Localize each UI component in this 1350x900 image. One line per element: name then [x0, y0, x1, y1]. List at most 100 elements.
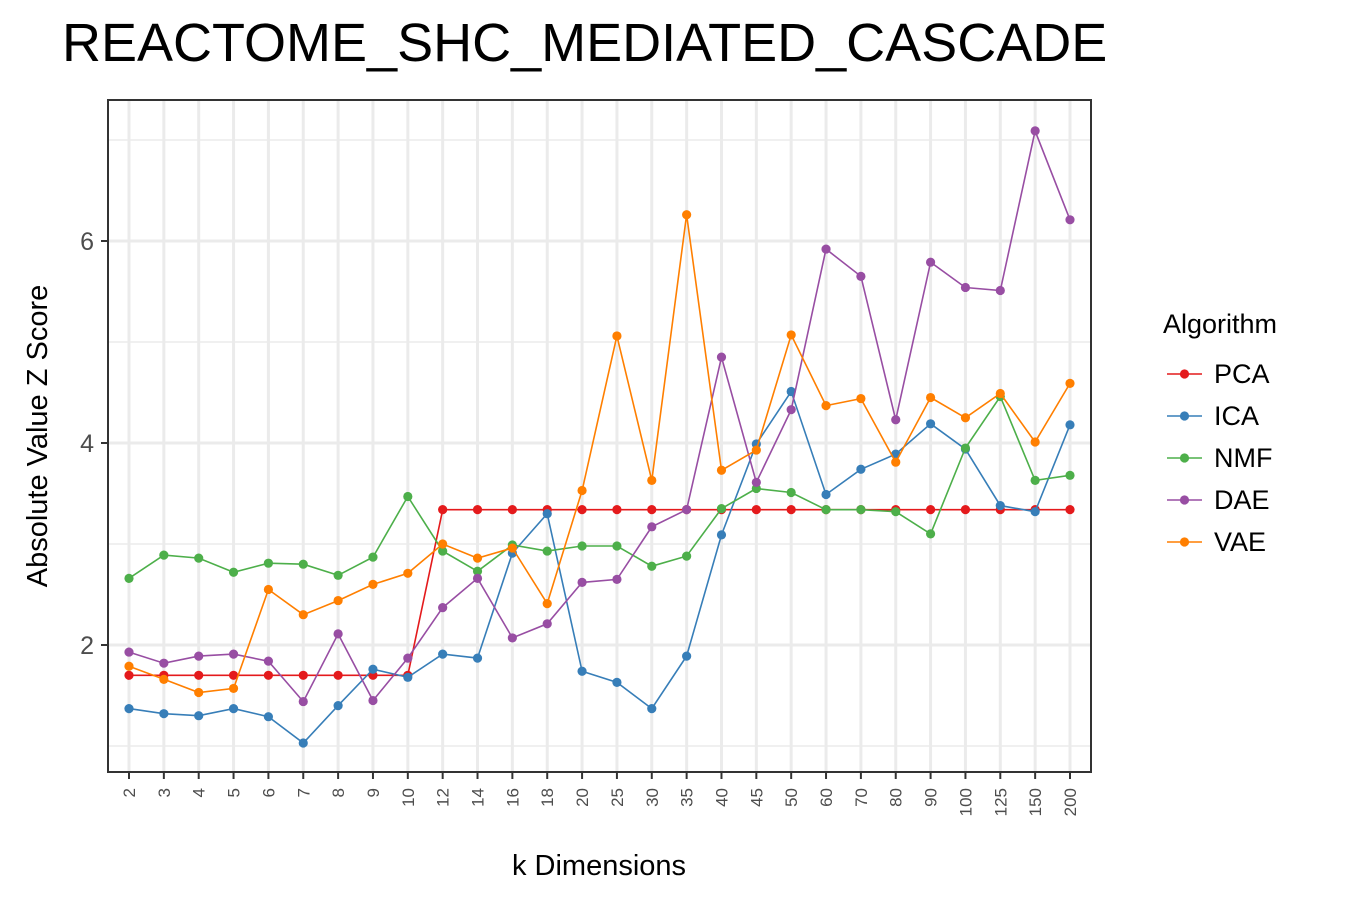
- data-point-dae: [960, 282, 971, 293]
- data-point-nmf: [786, 487, 796, 498]
- data-point-nmf: [960, 443, 971, 453]
- x-tick-label: 2: [120, 788, 139, 797]
- data-point-vae: [368, 579, 378, 590]
- data-point-nmf: [368, 552, 378, 562]
- data-point-pca: [577, 505, 587, 515]
- legend-label: VAE: [1214, 527, 1266, 557]
- x-tick-label: 60: [817, 788, 836, 807]
- data-point-ica: [995, 501, 1005, 511]
- data-point-ica: [925, 419, 936, 429]
- x-tick-label: 125: [991, 788, 1010, 816]
- legend-label: ICA: [1214, 401, 1259, 431]
- plot-panel-border: [107, 99, 1092, 773]
- series-line-nmf: [128, 394, 1071, 579]
- data-point-nmf: [682, 551, 692, 561]
- data-point-dae: [542, 619, 552, 629]
- y-tick-label: 6: [80, 228, 94, 256]
- data-point-nmf: [542, 546, 552, 556]
- data-point-dae: [1065, 215, 1075, 225]
- data-point-dae: [891, 415, 901, 425]
- legend-title: Algorithm: [1163, 309, 1277, 339]
- data-point-dae: [194, 651, 204, 661]
- data-point-dae: [438, 603, 448, 613]
- series-line-ica: [128, 389, 1071, 745]
- data-point-pca: [612, 505, 622, 515]
- x-tick-label: 45: [747, 788, 766, 807]
- data-point-vae: [1030, 437, 1040, 447]
- data-point-dae: [995, 285, 1005, 296]
- data-point-vae: [507, 543, 517, 553]
- data-point-nmf: [647, 561, 657, 571]
- data-point-vae: [228, 683, 239, 694]
- data-point-dae: [298, 696, 308, 707]
- legend-key-point: [1179, 369, 1190, 379]
- data-point-ica: [612, 677, 622, 687]
- data-point-vae: [542, 598, 552, 609]
- x-tick-label: 14: [469, 788, 488, 807]
- data-point-nmf: [1030, 475, 1040, 485]
- data-point-dae: [333, 629, 343, 639]
- data-point-ica: [263, 712, 274, 722]
- data-point-pca: [333, 670, 343, 680]
- data-point-ica: [403, 672, 413, 682]
- data-point-dae: [925, 257, 936, 267]
- data-point-nmf: [856, 505, 866, 515]
- data-point-vae: [647, 475, 657, 485]
- data-point-ica: [159, 709, 169, 719]
- data-point-nmf: [821, 505, 831, 515]
- x-tick-label: 7: [294, 788, 313, 797]
- x-tick-label: 10: [399, 788, 418, 807]
- data-point-dae: [577, 577, 587, 587]
- data-point-ica: [228, 704, 239, 714]
- series-vae: [124, 210, 1075, 698]
- x-tick-label: 80: [887, 788, 906, 807]
- data-point-dae: [751, 477, 761, 487]
- x-tick-label: 16: [503, 788, 522, 807]
- data-point-dae: [228, 649, 239, 659]
- data-point-vae: [856, 393, 866, 404]
- data-point-nmf: [124, 573, 134, 583]
- data-point-dae: [159, 658, 169, 668]
- data-point-ica: [124, 704, 134, 714]
- data-point-nmf: [438, 546, 448, 556]
- x-tick-label: 35: [678, 788, 697, 807]
- data-point-dae: [403, 653, 413, 663]
- data-point-pca: [124, 670, 134, 680]
- data-point-vae: [786, 330, 796, 340]
- data-point-dae: [472, 573, 483, 583]
- data-point-pca: [472, 505, 483, 515]
- data-point-pca: [647, 505, 657, 515]
- legend-key-point: [1179, 495, 1190, 505]
- y-axis-title: Absolute Value Z Score: [22, 285, 54, 588]
- data-point-vae: [577, 485, 587, 496]
- data-point-vae: [333, 595, 343, 606]
- legend-key-point: [1179, 453, 1190, 463]
- y-tick-label: 4: [80, 430, 94, 458]
- data-point-dae: [507, 633, 517, 643]
- legend-label: DAE: [1214, 485, 1270, 515]
- legend-item-ica: ICA: [1167, 401, 1259, 431]
- data-point-ica: [542, 509, 552, 519]
- x-axis-title: k Dimensions: [512, 850, 686, 882]
- legend-key-point: [1179, 537, 1190, 547]
- x-tick-label: 6: [259, 788, 278, 797]
- legend-item-dae: DAE: [1167, 485, 1270, 515]
- data-point-nmf: [925, 529, 936, 539]
- data-point-nmf: [194, 553, 204, 563]
- data-point-nmf: [716, 504, 727, 514]
- data-point-dae: [124, 647, 134, 657]
- data-point-nmf: [263, 558, 274, 568]
- data-point-vae: [821, 401, 831, 411]
- x-tick-label: 20: [573, 788, 592, 807]
- data-point-ica: [1030, 507, 1040, 517]
- data-point-ica: [577, 666, 587, 676]
- data-point-pca: [960, 505, 971, 515]
- x-tick-label: 8: [329, 788, 348, 797]
- data-point-vae: [716, 465, 727, 475]
- x-tick-label: 18: [538, 788, 557, 807]
- x-tick-label: 200: [1061, 788, 1080, 816]
- legend-item-pca: PCA: [1167, 359, 1270, 389]
- series-ica: [124, 386, 1075, 748]
